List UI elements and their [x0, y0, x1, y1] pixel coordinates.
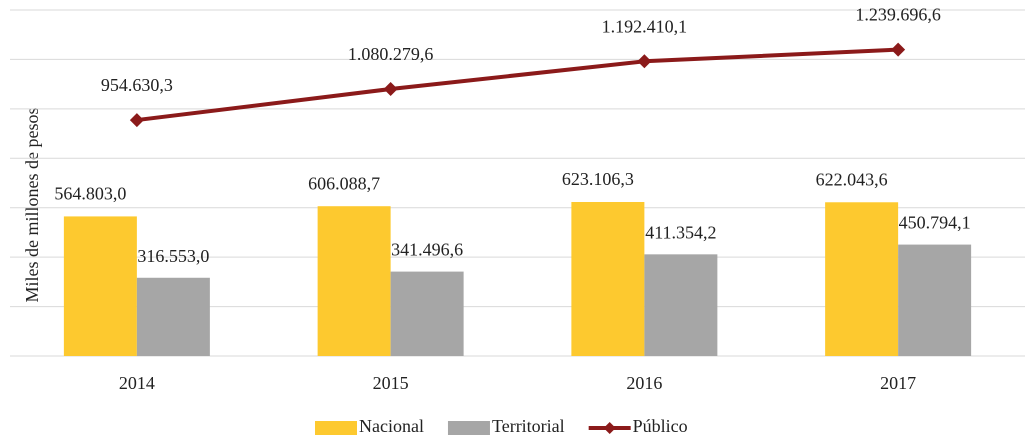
data-label: 341.496,6: [391, 240, 463, 260]
data-label: 606.088,7: [308, 173, 380, 193]
data-label: 411.354,2: [645, 222, 716, 242]
bar: [390, 271, 464, 356]
y-axis-label: Miles de millones de pesos: [22, 108, 42, 303]
line-marker: [891, 42, 906, 57]
data-label: 1.192.410,1: [602, 16, 688, 36]
data-label: 1.239.696,6: [855, 5, 941, 25]
data-label: 954.630,3: [101, 75, 173, 95]
x-tick-label: 2016: [626, 373, 662, 393]
data-label: 1.080.279,6: [348, 44, 434, 64]
bar: [644, 254, 718, 356]
bar: [898, 244, 972, 356]
legend-swatch: [603, 422, 616, 434]
legend-label: Público: [633, 416, 688, 436]
bar: [571, 202, 645, 356]
data-label: 622.043,6: [816, 169, 888, 189]
data-label: 623.106,3: [562, 169, 634, 189]
line-marker: [129, 113, 144, 128]
x-tick-label: 2014: [119, 373, 155, 393]
data-label: 450.794,1: [899, 213, 971, 233]
bar: [63, 216, 137, 356]
legend-label: Territorial: [492, 416, 565, 436]
bar: [317, 206, 391, 356]
legend-swatch: [447, 421, 490, 435]
bar: [825, 202, 899, 356]
x-tick-label: 2017: [880, 373, 916, 393]
data-label: 564.803,0: [54, 184, 126, 204]
legend-swatch: [315, 421, 357, 435]
line: [136, 47, 899, 123]
x-tick-label: 2015: [373, 373, 409, 393]
data-label: 316.553,0: [137, 246, 209, 266]
legend-label: Nacional: [359, 416, 424, 436]
line-marker: [637, 54, 652, 69]
line-marker: [383, 82, 398, 97]
bar: [136, 277, 210, 356]
